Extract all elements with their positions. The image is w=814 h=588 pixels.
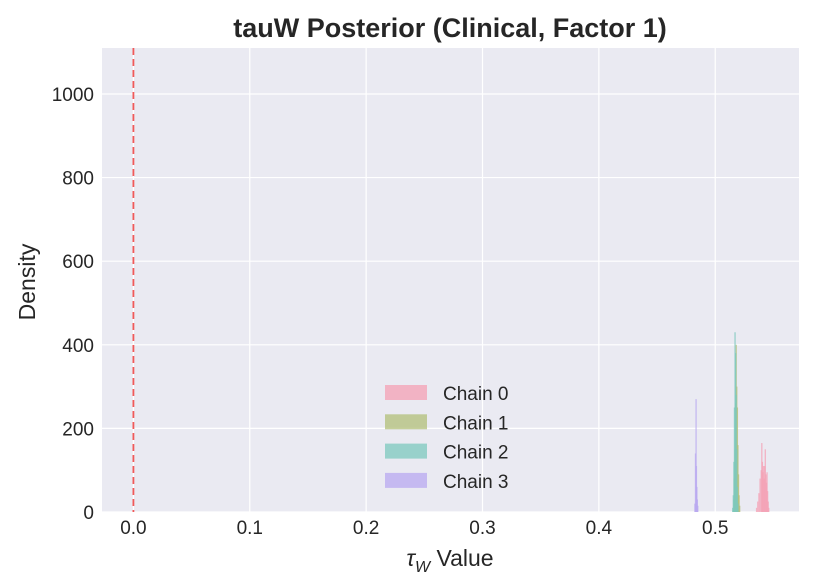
y-tick-label: 400 bbox=[62, 336, 94, 357]
x-tick-label: 0.1 bbox=[237, 518, 263, 539]
x-tick-label: 0.4 bbox=[586, 518, 613, 539]
legend: Chain 0 Chain 1 Chain 2 Chain 3 bbox=[385, 384, 509, 493]
histogram-bar bbox=[737, 474, 740, 512]
y-axis-ticks: 0 200 400 600 800 1000 bbox=[52, 85, 94, 524]
x-tick-label: 0.3 bbox=[469, 518, 495, 539]
x-axis-label-text: Value bbox=[430, 545, 494, 571]
y-tick-label: 0 bbox=[83, 503, 94, 524]
legend-swatch bbox=[385, 472, 427, 488]
x-tick-label: 0.0 bbox=[120, 518, 146, 539]
histogram-bars bbox=[694, 332, 770, 512]
x-axis-label-symbol: τ bbox=[406, 545, 416, 571]
histogram-bar bbox=[757, 501, 759, 512]
y-tick-label: 600 bbox=[62, 252, 94, 273]
histogram-bar bbox=[736, 449, 738, 512]
legend-swatch bbox=[385, 443, 427, 459]
x-axis-label: τW Value bbox=[406, 545, 493, 576]
y-axis-label: Density bbox=[14, 243, 40, 320]
histogram-bar bbox=[759, 478, 761, 512]
histogram-bar bbox=[768, 507, 770, 512]
y-tick-label: 200 bbox=[62, 419, 94, 440]
x-tick-label: 0.2 bbox=[353, 518, 379, 539]
histogram-bar bbox=[767, 501, 769, 512]
histogram-bar bbox=[758, 493, 760, 512]
legend-label: Chain 3 bbox=[443, 472, 509, 493]
y-tick-label: 1000 bbox=[52, 85, 94, 106]
histogram-bar bbox=[736, 486, 739, 512]
x-axis-label-subscript: W bbox=[415, 559, 432, 576]
x-axis-ticks: 0.0 0.1 0.2 0.3 0.4 0.5 bbox=[120, 518, 728, 539]
histogram-bar bbox=[695, 399, 697, 512]
legend-label: Chain 0 bbox=[443, 384, 509, 405]
histogram-bar bbox=[739, 505, 741, 512]
legend-swatch bbox=[385, 385, 427, 400]
grid-lines bbox=[102, 48, 799, 513]
histogram-bar bbox=[737, 503, 739, 512]
histogram-bar bbox=[697, 505, 699, 512]
x-tick-label: 0.5 bbox=[702, 518, 728, 539]
chart-title: tauW Posterior (Clinical, Factor 1) bbox=[233, 13, 667, 43]
histogram-bar bbox=[738, 495, 740, 512]
y-tick-label: 800 bbox=[62, 169, 94, 190]
plot-background bbox=[102, 48, 799, 512]
legend-label: Chain 1 bbox=[443, 413, 509, 434]
legend-label: Chain 2 bbox=[443, 443, 509, 464]
legend-swatch bbox=[385, 414, 427, 430]
histogram-bar bbox=[755, 507, 758, 512]
